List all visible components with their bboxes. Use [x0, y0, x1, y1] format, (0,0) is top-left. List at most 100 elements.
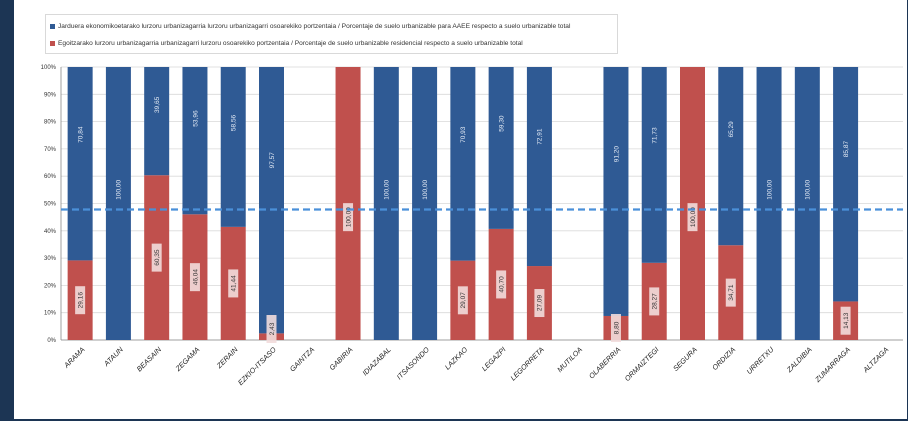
data-label-box: [687, 203, 698, 232]
data-label-aaee: 91,20: [613, 146, 620, 163]
y-tick-label: 80%: [44, 120, 57, 126]
bar-aaee-beasain: [144, 67, 170, 176]
x-tick-label: LAZKAO: [443, 345, 470, 372]
data-label-aaee: 70,93: [460, 126, 467, 143]
data-label-box: [610, 313, 621, 342]
y-tick-label: 70%: [44, 147, 57, 153]
x-tick-label: ZERAIN: [214, 344, 240, 370]
data-label-aaee: 58,56: [231, 114, 238, 131]
data-label-aaee: 100,00: [116, 180, 123, 200]
data-label-box: [266, 315, 277, 343]
data-label-aaee: 71,73: [652, 127, 659, 144]
x-tick-label: ZALDIBIA: [784, 345, 814, 375]
data-label-box: [649, 287, 660, 316]
data-label-aaee: 39,65: [154, 96, 161, 113]
x-tick-label: ZUMARRAGA: [812, 345, 852, 385]
data-label-residencial: 46,04: [192, 269, 199, 286]
data-label-aaee: 59,30: [498, 115, 505, 132]
data-label-residencial: 40,70: [498, 276, 505, 293]
y-tick-label: 30%: [44, 256, 57, 262]
bar-aaee-arama: [67, 67, 93, 261]
x-tick-label: LEGAZPI: [480, 345, 508, 373]
y-tick-label: 90%: [44, 92, 57, 98]
y-tick-label: 0%: [47, 338, 56, 344]
x-tick-label: ORMAIZTEGI: [623, 345, 661, 383]
data-label-box: [725, 278, 736, 307]
x-tick-label: ARAMA: [61, 345, 86, 370]
legend-entry-aaee: Jarduera ekonomikoetarako lurzoru urbani…: [50, 19, 570, 33]
bar-aaee-ezkio-itsaso: [259, 67, 284, 334]
data-label-aaee: 65,29: [728, 121, 735, 138]
x-tick-label: ORDIZIA: [710, 345, 737, 372]
x-tick-label: SEGURA: [671, 345, 699, 373]
data-label-residencial: 60,35: [154, 249, 161, 266]
data-label-aaee: 100,00: [766, 180, 773, 200]
x-tick-label: ITSASONDO: [395, 345, 432, 382]
x-tick-label: GABIRIA: [327, 345, 354, 372]
data-label-aaee: 100,00: [422, 180, 429, 200]
bar-aaee-lazkao: [450, 67, 476, 261]
y-tick-label: 60%: [44, 174, 57, 180]
legend-swatch-residencial: [50, 40, 55, 46]
data-label-aaee: 100,00: [384, 180, 391, 200]
data-label-residencial: 29,16: [77, 292, 84, 309]
y-tick-label: 50%: [44, 202, 57, 208]
data-label-residencial: 14,13: [843, 312, 850, 329]
data-label-residencial: 28,27: [652, 293, 659, 310]
bar-aaee-urretxu: [756, 67, 782, 340]
bar-aaee-zegama: [182, 67, 208, 215]
bar-aaee-zumarraga: [833, 67, 859, 302]
data-label-box: [457, 286, 468, 315]
bar-aaee-legorreta: [526, 67, 552, 267]
x-tick-label: ZEGAMA: [173, 345, 202, 374]
data-label-residencial: 34,71: [728, 284, 735, 301]
data-label-box: [343, 203, 354, 232]
chart-legend: Jarduera ekonomikoetarako lurzoru urbani…: [45, 14, 618, 54]
y-tick-label: 100%: [41, 65, 57, 71]
bar-aaee-itsasondo: [412, 67, 438, 340]
legend-swatch-aaee: [50, 23, 55, 29]
data-label-aaee: 97,57: [269, 152, 276, 169]
data-label-residencial: 41,44: [231, 275, 238, 292]
bar-aaee-idiazabal: [373, 67, 399, 340]
data-label-residencial: 27,09: [537, 295, 544, 312]
bar-aaee-olaberria: [603, 67, 629, 316]
data-label-box: [151, 243, 162, 272]
bar-aaee-zerain: [220, 67, 246, 227]
data-label-aaee: 53,96: [192, 110, 199, 127]
data-label-box: [840, 306, 851, 335]
data-label-aaee: 100,00: [805, 180, 812, 200]
data-label-center: 100,00: [345, 207, 352, 227]
x-tick-label: ALTZAGA: [860, 345, 890, 375]
x-tick-label: ATAUN: [101, 344, 125, 368]
data-label-residencial: 8,80: [613, 321, 620, 334]
x-tick-label: MUTILOA: [555, 345, 584, 374]
data-label-box: [189, 263, 200, 292]
data-label-aaee: 70,84: [77, 126, 84, 143]
x-tick-label: EZKIO-ITSASO: [236, 345, 278, 387]
data-label-aaee: 85,87: [843, 141, 850, 158]
x-tick-label: BEASAIN: [135, 344, 164, 373]
data-label-box: [496, 270, 507, 299]
y-tick-label: 20%: [44, 283, 57, 289]
data-label-aaee: 72,91: [537, 128, 544, 145]
x-tick-label: URRETXU: [745, 344, 777, 376]
y-tick-label: 40%: [44, 229, 57, 235]
x-tick-label: OLABERRIA: [587, 345, 623, 381]
data-label-box: [534, 289, 545, 318]
bar-aaee-ordizia: [718, 67, 744, 246]
data-label-box: [75, 286, 86, 315]
legend-label-residencial: Egoitzarako lurzoru urbanizagarria urban…: [58, 39, 523, 47]
data-label-residencial: 29,07: [460, 292, 467, 309]
bar-aaee-ataun: [105, 67, 131, 340]
x-tick-label: GAINTZA: [288, 345, 317, 374]
legend-label-aaee: Jarduera ekonomikoetarako lurzoru urbani…: [58, 22, 571, 30]
data-label-center: 100,00: [690, 207, 697, 227]
bar-aaee-ormaiztegi: [641, 67, 667, 263]
data-label-box: [228, 269, 239, 298]
x-tick-label: IDIAZABAL: [360, 345, 392, 377]
x-tick-label: LEGORRETA: [508, 345, 545, 382]
bar-aaee-zaldibia: [794, 67, 820, 340]
legend-entry-residencial: Egoitzarako lurzoru urbanizagarria urban…: [50, 36, 523, 50]
